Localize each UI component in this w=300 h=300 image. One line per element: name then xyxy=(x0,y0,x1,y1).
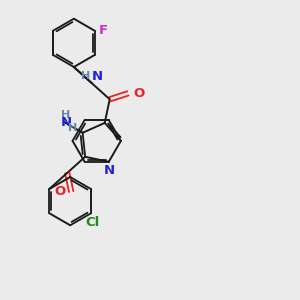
Text: H: H xyxy=(61,110,70,120)
Text: O: O xyxy=(55,185,66,198)
Text: F: F xyxy=(99,24,108,37)
Text: N: N xyxy=(60,116,71,129)
Text: H: H xyxy=(68,123,78,133)
Text: N: N xyxy=(92,70,103,83)
Text: H: H xyxy=(81,71,90,81)
Text: N: N xyxy=(104,164,115,176)
Text: Cl: Cl xyxy=(85,216,100,229)
Text: O: O xyxy=(133,87,145,100)
